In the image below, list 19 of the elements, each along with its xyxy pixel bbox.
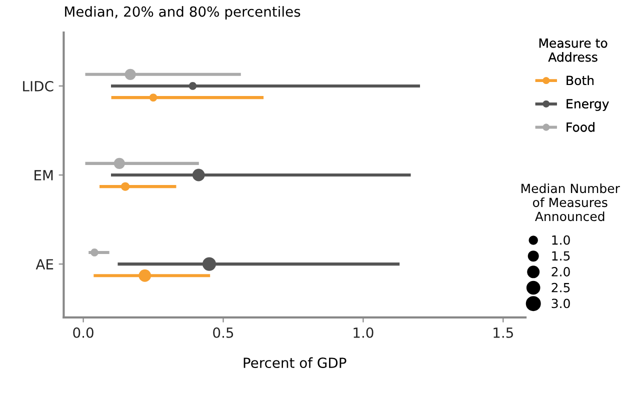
y-tick-label: AE bbox=[36, 259, 54, 270]
x-tick-label: 0.0 bbox=[73, 327, 94, 338]
chart-title: Median, 20% and 80% percentiles bbox=[65, 6, 300, 20]
y-tick-label: LIDC bbox=[23, 80, 54, 92]
legend-label: 1.0 bbox=[552, 235, 570, 245]
y-tick-label: EM bbox=[34, 170, 53, 180]
legend-label: 2.5 bbox=[552, 282, 570, 292]
x-tick-label: 1.0 bbox=[354, 327, 374, 338]
legend-label: Food bbox=[566, 122, 594, 132]
legend-title: Measure to Address bbox=[539, 38, 608, 62]
annotation: Median Number of Measures Announced bbox=[522, 183, 620, 222]
legend-label: Both bbox=[566, 75, 594, 86]
x-tick-label: 1.5 bbox=[494, 328, 513, 338]
legend-label: 1.5 bbox=[552, 251, 570, 261]
legend-label: 3.0 bbox=[552, 298, 570, 308]
legend-label: Energy bbox=[566, 99, 609, 111]
x-axis-title: Percent of GDP bbox=[244, 357, 346, 368]
x-tick-label: 0.5 bbox=[213, 327, 234, 338]
legend-label: 2.0 bbox=[552, 267, 570, 276]
